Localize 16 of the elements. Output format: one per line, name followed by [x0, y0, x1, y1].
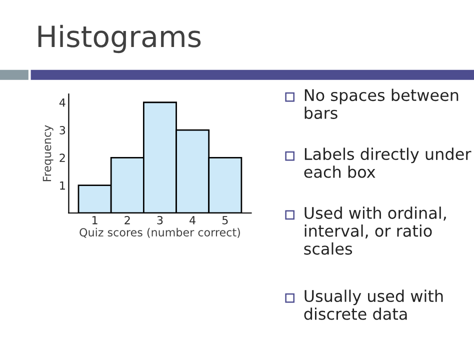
y-tick-label: 2 [60, 154, 65, 162]
x-tick-label: 2 [124, 216, 130, 224]
chart-title: Histograms [38, 24, 201, 54]
x-tick-label: 3 [157, 216, 163, 224]
text: Used with ordinal, interval, or ratio scales [304, 206, 446, 255]
text: Labels directly under each box [304, 148, 472, 178]
text: No spaces between bars [304, 88, 458, 119]
x-tick-label: 4 [190, 216, 196, 224]
y-tick-label: 4 [59, 98, 66, 107]
y-tick-label: 3 [60, 126, 66, 134]
y-tick-label: 1 [60, 181, 65, 190]
x-tick-label: 5 [222, 216, 228, 224]
x-axis-title: Quiz scores (number correct) [80, 228, 240, 238]
y-axis-title: Frequency [42, 125, 54, 182]
text: Usually used with discrete data [304, 290, 443, 320]
x-tick-label: 1 [92, 216, 98, 224]
